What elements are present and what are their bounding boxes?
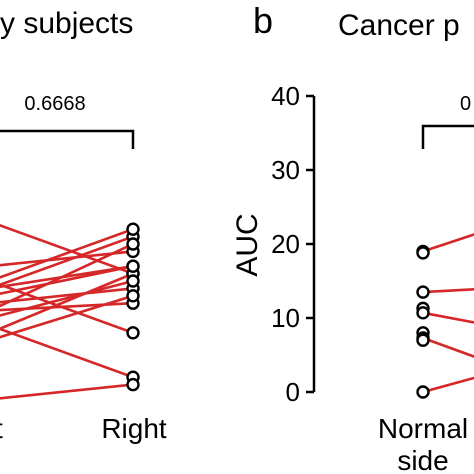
panel-a-significance-bracket — [0, 129, 135, 149]
panel-a-lines — [0, 224, 134, 400]
panel-b-xtick-normal: Normal — [378, 413, 468, 444]
panel-b-y-tick-label: 30 — [271, 155, 300, 185]
panel-a-right-point — [126, 237, 140, 251]
panel-a-series-line — [0, 272, 134, 331]
panel-b-label: b — [253, 0, 273, 41]
panel-a-title: y subjects — [0, 7, 133, 40]
panel-b-title: Cancer p — [338, 9, 460, 42]
panel-b-p-value-fragment: 0 — [460, 93, 471, 115]
panel-b-series-line — [422, 311, 474, 324]
panel-a-right-point — [126, 222, 140, 236]
panel-a-series-line — [0, 279, 134, 317]
panel-a-series-line — [0, 327, 134, 379]
panel-b-series-line — [422, 233, 474, 253]
panel-a-right-point — [126, 377, 140, 392]
panel-a-xtick-left: t — [0, 413, 3, 444]
panel-a-right-point — [126, 259, 140, 273]
panel-a-right-point — [126, 326, 140, 340]
panel-b-points — [416, 244, 430, 399]
panel-a-xtick-right: Right — [101, 413, 167, 444]
panel-a-series-line — [0, 283, 134, 335]
panel-b-normal-point — [416, 306, 430, 320]
panel-b-lines — [422, 233, 474, 394]
panel-b-normal-point — [416, 285, 430, 299]
panel-b-significance-bracket — [421, 124, 474, 149]
panel-b-ylabel: AUC — [231, 213, 264, 276]
panel-b-series-line — [422, 376, 474, 394]
panel-a-series-line — [0, 227, 134, 279]
panel-a-series-line — [0, 224, 134, 275]
panel-b-xtick-side: side — [397, 445, 448, 474]
panel-b: b Cancer p AUC 0 10 20 30 40 0 Normal side — [231, 0, 474, 474]
panel-a-right-point — [126, 274, 140, 288]
panel-b-y-tick-label: 0 — [286, 377, 300, 407]
panel-a-series-line — [0, 383, 134, 400]
panel-b-normal-point — [416, 333, 430, 347]
panel-a-right-point — [126, 289, 140, 303]
panel-b-normal-point — [416, 385, 430, 399]
panel-b-y-tick-label: 20 — [271, 229, 300, 259]
panel-a-series-line — [0, 287, 134, 304]
panel-b-y-tick-label: 10 — [271, 303, 300, 333]
panel-a-series-line — [0, 235, 134, 287]
panel-a-points — [126, 222, 140, 392]
panel-b-series-line — [422, 287, 474, 294]
panel-b-y-tick-label: 40 — [271, 81, 300, 111]
panel-a: y subjects 0.6668 t Right — [0, 7, 167, 444]
panel-b-series-line — [422, 336, 474, 358]
panel-a-series-line — [0, 294, 134, 339]
panel-b-normal-point — [416, 246, 430, 260]
panel-b-y-ticks: 0 10 20 30 40 — [271, 81, 314, 407]
panel-a-p-value: 0.6668 — [24, 93, 85, 115]
